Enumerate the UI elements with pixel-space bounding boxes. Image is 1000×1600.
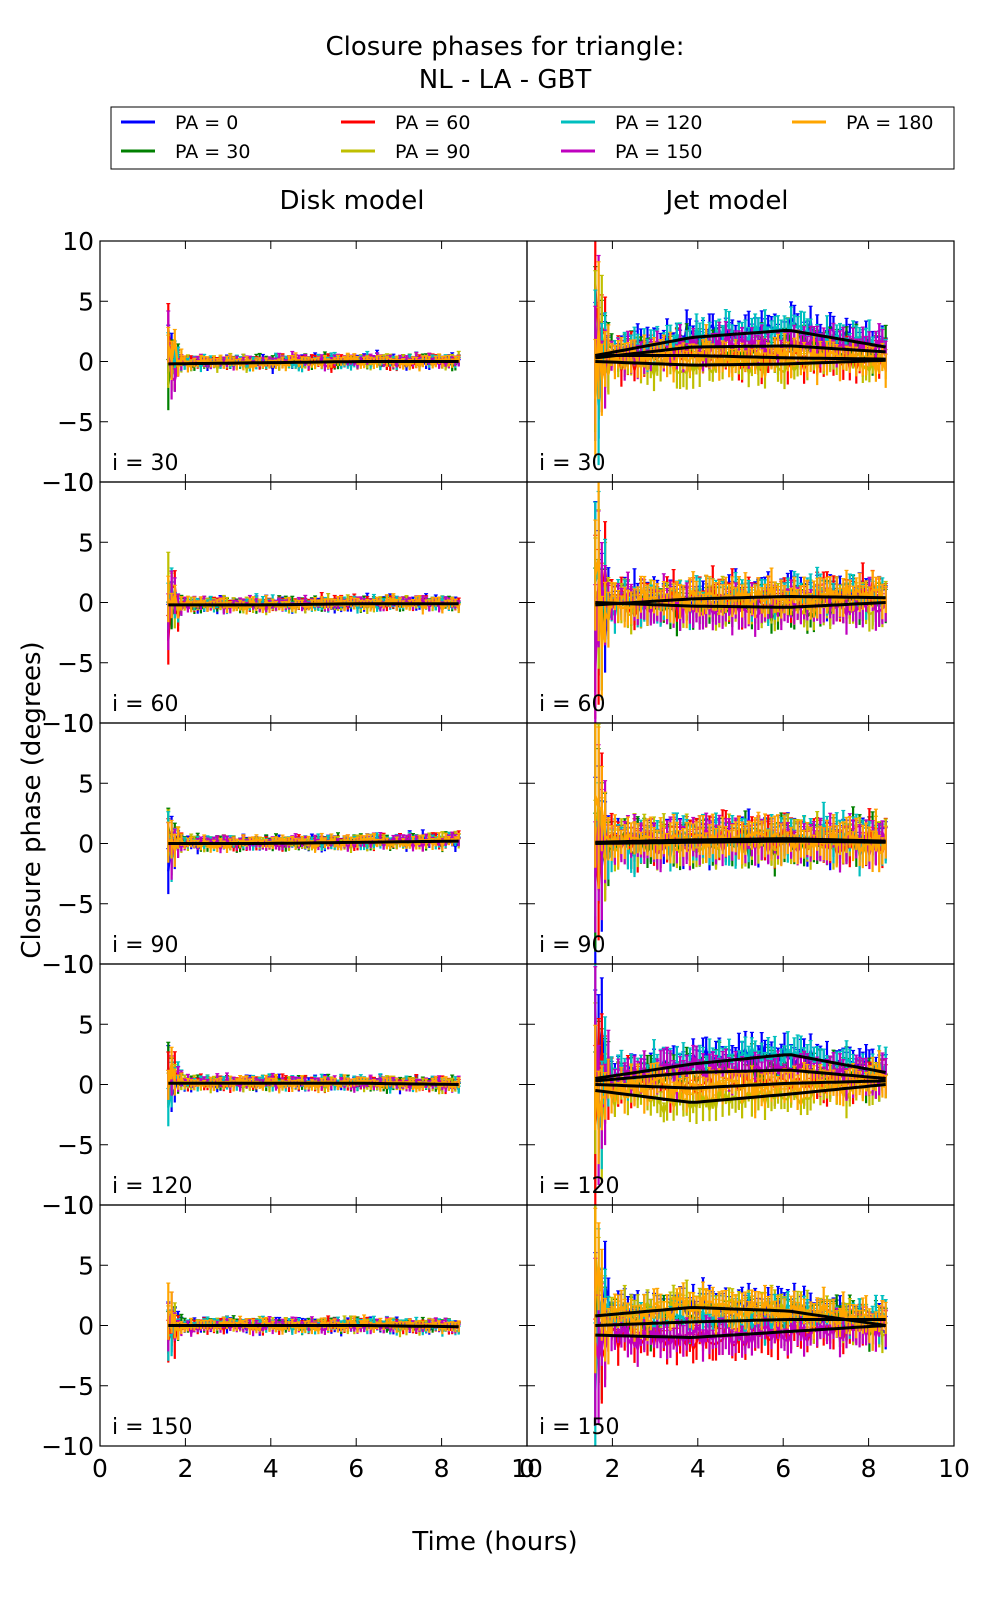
y-tick-label: 10 bbox=[62, 468, 94, 497]
model-curve-0 bbox=[595, 328, 886, 357]
panel-plot-area bbox=[166, 551, 461, 665]
series-0-trace bbox=[166, 581, 461, 641]
panel-inclination-label: i = 60 bbox=[112, 692, 179, 717]
panel-grid: −10 −5 0 5 10 i = 30 i = 30 −10 −5 0 5 10 i = 60 i = … bbox=[41, 227, 970, 1483]
panel-jet-i30: i = 30 bbox=[526, 240, 955, 483]
legend: PA = 0 PA = 30 PA = 60 PA = 90 PA = 120 PA = … bbox=[110, 106, 955, 170]
panel-plot-area bbox=[593, 241, 888, 466]
panel-plot-area bbox=[166, 303, 461, 411]
figure-title-line-2: NL - LA - GBT bbox=[419, 65, 592, 95]
y-tick-label: −5 bbox=[57, 649, 94, 678]
series-60-trace bbox=[166, 570, 461, 665]
y-tick-label: 5 bbox=[78, 287, 94, 316]
y-tick-label: 0 bbox=[78, 348, 94, 377]
model-curve-2 bbox=[595, 354, 886, 361]
y-tick-label: −10 bbox=[41, 468, 94, 497]
y-tick-label: 10 bbox=[62, 227, 94, 256]
panel-plot-area bbox=[593, 482, 888, 723]
series-60-trace bbox=[166, 303, 461, 390]
series-90-trace bbox=[166, 551, 461, 629]
panel-jet-i60: i = 60 bbox=[526, 481, 955, 724]
series-30-trace bbox=[166, 339, 461, 411]
panel-inclination-label: i = 30 bbox=[112, 451, 179, 476]
y-tick-label: 5 bbox=[78, 528, 94, 557]
panel-inclination-label: i = 30 bbox=[539, 451, 606, 476]
model-curve-1 bbox=[595, 344, 886, 360]
model-curve-0 bbox=[168, 360, 459, 366]
panel-frame bbox=[526, 240, 955, 483]
legend-label-0: PA = 0 bbox=[175, 112, 238, 134]
y-tick-label: 0 bbox=[78, 589, 94, 618]
figure-title-line-1: Closure phases for triangle: bbox=[326, 32, 685, 62]
legend-label-1: PA = 30 bbox=[175, 141, 250, 163]
model-curve-0 bbox=[168, 602, 459, 607]
legend-label-2: PA = 60 bbox=[395, 112, 470, 134]
column-title-disk: Disk model bbox=[279, 186, 424, 216]
series-150-trace bbox=[593, 510, 888, 723]
column-title-jet: Jet model bbox=[663, 186, 788, 216]
y-tick-label: −5 bbox=[57, 408, 94, 437]
model-curve-3 bbox=[595, 358, 886, 367]
y-tick-label: −10 bbox=[41, 709, 94, 738]
series-line bbox=[167, 584, 460, 641]
legend-frame bbox=[110, 106, 955, 170]
legend-label-6: PA = 180 bbox=[846, 112, 934, 134]
legend-label-3: PA = 90 bbox=[395, 141, 470, 163]
legend-label-5: PA = 150 bbox=[615, 141, 703, 163]
panel-disk-i30: −10 −5 0 5 10 i = 30 bbox=[41, 227, 528, 497]
panel-disk-i60: −10 −5 0 5 10 i = 60 bbox=[41, 468, 528, 738]
legend-label-4: PA = 120 bbox=[615, 112, 703, 134]
